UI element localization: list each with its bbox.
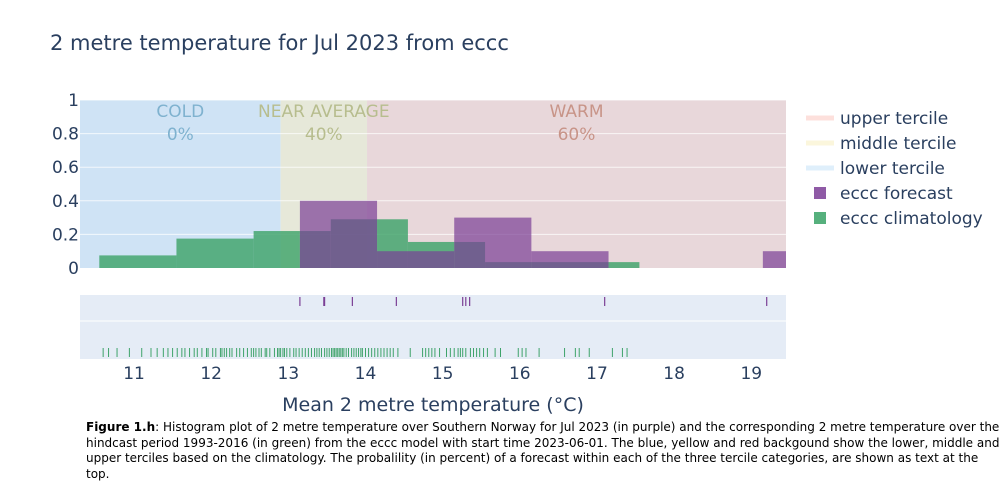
legend-item[interactable]: eccc climatology (814, 209, 983, 229)
legend-item[interactable]: middle tercile (806, 134, 956, 154)
main-plot-area: COLD 0% NEAR AVERAGE 40% WARM 60% (80, 99, 786, 268)
caption-text: : Histogram plot of 2 metre temperature … (86, 420, 1000, 481)
y-tick-label: 0.6 (52, 158, 79, 178)
y-tick-label: 0.4 (52, 192, 79, 212)
x-tick-label: 19 (740, 364, 762, 384)
tercile-percent: 0% (167, 125, 194, 145)
legend[interactable]: upper tercile middle tercile lower tercile… (806, 109, 983, 229)
tercile-background (367, 100, 786, 268)
legend-label: middle tercile (840, 134, 956, 154)
clipped-layer (80, 99, 786, 268)
legend-label: upper tercile (840, 109, 948, 129)
x-tick-label: 16 (509, 364, 531, 384)
y-tick-label: 1 (68, 91, 79, 111)
x-tick-label: 12 (200, 364, 222, 384)
legend-item[interactable]: lower tercile (806, 159, 945, 179)
y-tick-label: 0 (68, 259, 79, 279)
x-tick-label: 11 (123, 364, 145, 384)
legend-swatch (814, 212, 826, 224)
x-tick-label: 14 (355, 364, 377, 384)
legend-swatch (814, 187, 826, 199)
legend-label: lower tercile (840, 159, 945, 179)
forecast-bar (299, 200, 378, 268)
x-axis-label: Mean 2 metre temperature (°C) (282, 394, 584, 416)
forecast-bar (762, 251, 786, 268)
tercile-label: NEAR AVERAGE (258, 102, 390, 122)
tercile-percent: 60% (558, 125, 596, 145)
figure-caption: Figure 1.h: Histogram plot of 2 metre te… (86, 420, 1000, 482)
tercile-percent: 40% (305, 125, 343, 145)
y-tick-label: 0.2 (52, 225, 79, 245)
forecast-bar (531, 251, 609, 268)
rug-plot-area (80, 295, 786, 359)
climatology-bar (99, 255, 177, 268)
x-tick-label: 15 (432, 364, 454, 384)
legend-item[interactable]: upper tercile (806, 109, 948, 129)
x-tick-label: 17 (586, 364, 608, 384)
x-tick-label: 13 (278, 364, 300, 384)
forecast-bar (377, 251, 455, 268)
climatology-bar (176, 238, 254, 268)
legend-label: eccc forecast (840, 184, 953, 204)
legend-item[interactable]: eccc forecast (814, 184, 953, 204)
tercile-label: COLD (156, 102, 204, 122)
climatology-bar (253, 231, 300, 268)
tercile-label: WARM (550, 102, 604, 122)
caption-label: Figure 1.h (86, 420, 156, 434)
rug-background (80, 295, 786, 359)
x-tick-label: 18 (663, 364, 685, 384)
legend-label: eccc climatology (840, 209, 983, 229)
climatology-bar (608, 262, 640, 268)
y-tick-label: 0.8 (52, 125, 79, 145)
chart-title: 2 metre temperature for Jul 2023 from ec… (50, 31, 509, 55)
forecast-bar (454, 217, 532, 268)
